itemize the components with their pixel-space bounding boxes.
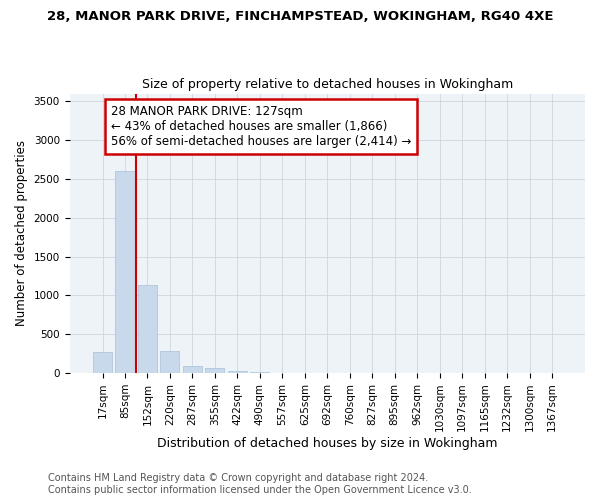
Bar: [183, 366, 202, 373]
Bar: [250, 372, 269, 373]
Bar: [160, 351, 179, 373]
Bar: [228, 370, 247, 373]
Text: Contains HM Land Registry data © Crown copyright and database right 2024.
Contai: Contains HM Land Registry data © Crown c…: [48, 474, 472, 495]
Bar: [138, 286, 157, 373]
Bar: [205, 368, 224, 373]
Text: 28, MANOR PARK DRIVE, FINCHAMPSTEAD, WOKINGHAM, RG40 4XE: 28, MANOR PARK DRIVE, FINCHAMPSTEAD, WOK…: [47, 10, 553, 23]
Y-axis label: Number of detached properties: Number of detached properties: [15, 140, 28, 326]
Bar: [115, 171, 134, 373]
Title: Size of property relative to detached houses in Wokingham: Size of property relative to detached ho…: [142, 78, 513, 91]
Bar: [93, 352, 112, 373]
Text: 28 MANOR PARK DRIVE: 127sqm
← 43% of detached houses are smaller (1,866)
56% of : 28 MANOR PARK DRIVE: 127sqm ← 43% of det…: [111, 105, 412, 148]
X-axis label: Distribution of detached houses by size in Wokingham: Distribution of detached houses by size …: [157, 437, 497, 450]
